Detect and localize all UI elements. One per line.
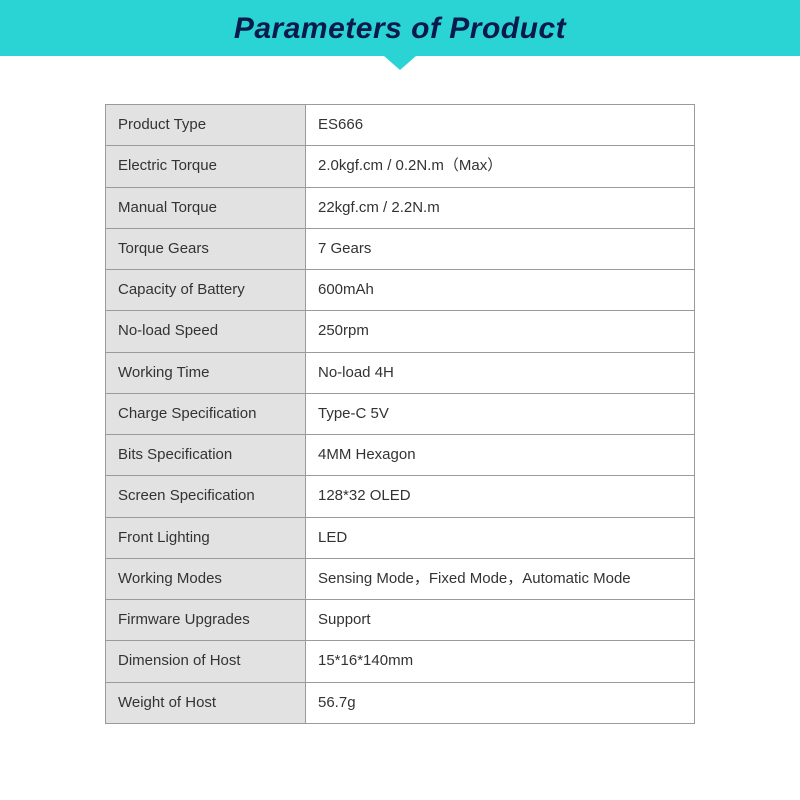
spec-label: Working Time	[106, 352, 306, 393]
spec-value: Sensing Mode，Fixed Mode，Automatic Mode	[306, 558, 695, 599]
table-row: Working TimeNo-load 4H	[106, 352, 695, 393]
spec-value: 7 Gears	[306, 228, 695, 269]
table-row: Weight of Host56.7g	[106, 682, 695, 723]
table-row: Screen Specification128*32 OLED	[106, 476, 695, 517]
banner-arrow-icon	[384, 56, 416, 70]
table-row: Electric Torque2.0kgf.cm / 0.2N.m（Max）	[106, 146, 695, 187]
spec-value: No-load 4H	[306, 352, 695, 393]
spec-value: ES666	[306, 105, 695, 146]
spec-value: 600mAh	[306, 270, 695, 311]
table-row: Torque Gears7 Gears	[106, 228, 695, 269]
spec-value: Support	[306, 600, 695, 641]
spec-table: Product TypeES666Electric Torque2.0kgf.c…	[105, 104, 695, 724]
spec-table-body: Product TypeES666Electric Torque2.0kgf.c…	[106, 105, 695, 724]
spec-value: 56.7g	[306, 682, 695, 723]
table-row: Product TypeES666	[106, 105, 695, 146]
table-row: Firmware UpgradesSupport	[106, 600, 695, 641]
table-row: Front LightingLED	[106, 517, 695, 558]
table-row: Capacity of Battery600mAh	[106, 270, 695, 311]
spec-label: Weight of Host	[106, 682, 306, 723]
page-title: Parameters of Product	[0, 12, 800, 46]
spec-value: 2.0kgf.cm / 0.2N.m（Max）	[306, 146, 695, 187]
spec-label: Product Type	[106, 105, 306, 146]
spec-label: Electric Torque	[106, 146, 306, 187]
spec-value: 250rpm	[306, 311, 695, 352]
spec-label: Capacity of Battery	[106, 270, 306, 311]
spec-label: Torque Gears	[106, 228, 306, 269]
table-row: Bits Specification4MM Hexagon	[106, 435, 695, 476]
spec-label: Front Lighting	[106, 517, 306, 558]
table-row: Working ModesSensing Mode，Fixed Mode，Aut…	[106, 558, 695, 599]
table-row: Dimension of Host15*16*140mm	[106, 641, 695, 682]
spec-value: 22kgf.cm / 2.2N.m	[306, 187, 695, 228]
spec-value: LED	[306, 517, 695, 558]
table-row: Manual Torque22kgf.cm / 2.2N.m	[106, 187, 695, 228]
spec-label: Bits Specification	[106, 435, 306, 476]
spec-value: 128*32 OLED	[306, 476, 695, 517]
table-row: Charge SpecificationType-C 5V	[106, 393, 695, 434]
table-row: No-load Speed250rpm	[106, 311, 695, 352]
spec-label: Manual Torque	[106, 187, 306, 228]
spec-label: No-load Speed	[106, 311, 306, 352]
spec-label: Firmware Upgrades	[106, 600, 306, 641]
spec-label: Screen Specification	[106, 476, 306, 517]
spec-value: 4MM Hexagon	[306, 435, 695, 476]
title-banner: Parameters of Product	[0, 0, 800, 56]
spec-label: Dimension of Host	[106, 641, 306, 682]
spec-value: Type-C 5V	[306, 393, 695, 434]
spec-table-container: Product TypeES666Electric Torque2.0kgf.c…	[105, 104, 695, 724]
spec-label: Charge Specification	[106, 393, 306, 434]
spec-value: 15*16*140mm	[306, 641, 695, 682]
spec-label: Working Modes	[106, 558, 306, 599]
